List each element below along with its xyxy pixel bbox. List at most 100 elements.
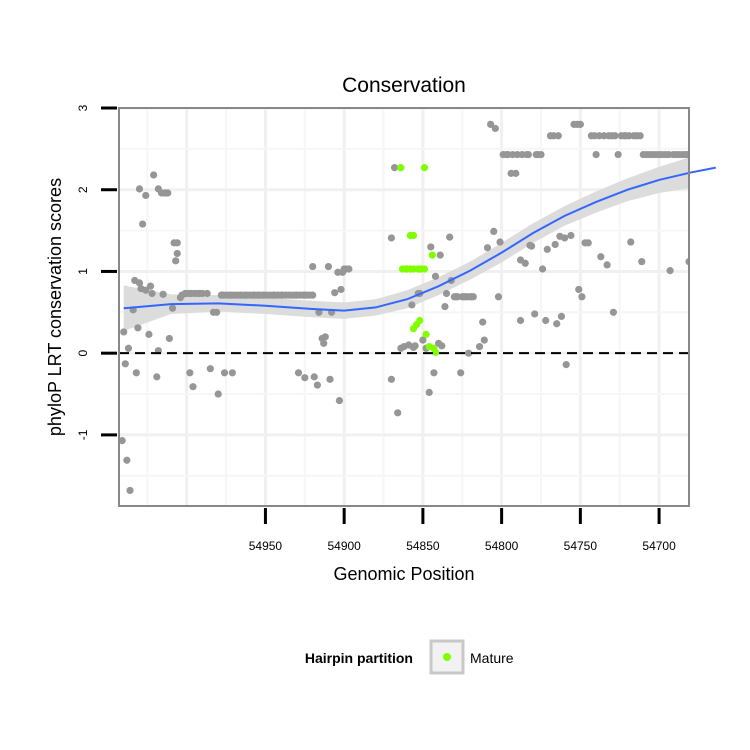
mature-point — [428, 251, 436, 259]
y-tick-label: -1 — [76, 429, 90, 440]
data-point — [134, 324, 142, 332]
data-point — [425, 388, 433, 397]
data-point — [228, 369, 236, 377]
data-point — [150, 171, 158, 179]
data-point — [124, 344, 133, 352]
data-point — [531, 310, 539, 318]
data-point — [387, 234, 396, 242]
data-point — [597, 253, 605, 261]
mature-point — [397, 164, 405, 172]
data-point — [337, 285, 345, 294]
data-point — [132, 369, 140, 377]
panel-border — [118, 107, 690, 507]
data-point — [310, 373, 318, 381]
data-point — [584, 239, 592, 247]
data-point — [309, 291, 317, 299]
y-axis-title: phyloP LRT conservation scores — [45, 178, 65, 436]
data-point — [165, 334, 173, 343]
data-point — [214, 390, 222, 398]
data-point — [638, 258, 646, 266]
data-point — [146, 282, 155, 290]
data-points — [119, 120, 689, 495]
data-point — [186, 369, 194, 377]
data-point — [135, 185, 144, 193]
data-point — [557, 312, 566, 320]
smooth-line — [123, 166, 716, 312]
data-point — [313, 381, 321, 389]
x-tick-label: 54900 — [327, 539, 361, 553]
data-point — [173, 249, 181, 258]
data-point — [320, 339, 328, 347]
data-point — [494, 293, 503, 301]
mature-point — [431, 348, 440, 356]
data-point — [168, 304, 177, 312]
data-point — [411, 342, 419, 350]
data-point — [576, 120, 584, 128]
data-point — [464, 349, 473, 357]
data-point — [427, 243, 435, 251]
data-point — [480, 336, 488, 344]
confidence-band — [123, 157, 689, 332]
data-point — [627, 238, 635, 246]
data-point — [309, 262, 317, 271]
data-point — [203, 289, 211, 298]
y-tick-label: 0 — [76, 350, 90, 357]
data-point — [683, 150, 689, 159]
x-tick-label: 54800 — [485, 539, 519, 553]
data-point — [438, 342, 446, 350]
data-point — [567, 231, 575, 240]
data-point — [469, 293, 477, 301]
data-point — [195, 289, 203, 298]
x-tick-label: 54850 — [406, 539, 440, 553]
data-point — [220, 369, 229, 377]
data-point — [390, 164, 399, 172]
data-point — [490, 227, 498, 236]
data-point — [159, 290, 167, 298]
data-point — [315, 308, 323, 316]
data-point — [172, 257, 180, 265]
data-point — [164, 189, 172, 197]
legend: Hairpin partition Mature — [305, 639, 514, 675]
data-point — [142, 191, 150, 200]
data-point — [524, 150, 532, 159]
data-point — [603, 261, 611, 269]
legend-mature-label: Mature — [470, 650, 514, 666]
data-point — [542, 316, 550, 325]
data-point — [331, 289, 339, 297]
data-point — [543, 245, 551, 253]
data-point — [512, 169, 520, 177]
data-point — [592, 150, 600, 159]
data-point — [394, 409, 402, 417]
data-point — [294, 369, 303, 377]
data-point — [135, 279, 144, 287]
data-point — [516, 316, 525, 325]
data-point — [578, 293, 586, 301]
data-point — [575, 285, 583, 294]
data-point — [431, 272, 440, 280]
data-point — [408, 301, 416, 309]
data-point — [551, 240, 559, 249]
data-point — [446, 233, 454, 241]
data-point — [120, 328, 128, 336]
data-point — [487, 120, 495, 128]
data-point — [436, 251, 444, 259]
data-point — [139, 220, 147, 228]
data-point — [562, 361, 570, 369]
axes: 54950 54900 54850 54800 54750 54700 -1 0 1 2 3 — [76, 104, 676, 553]
data-point — [121, 360, 129, 368]
x-tick-label: 54700 — [642, 539, 676, 553]
data-point — [521, 259, 529, 267]
data-point — [189, 383, 197, 391]
data-point — [213, 308, 221, 316]
data-point — [611, 132, 619, 140]
mature-point — [409, 231, 418, 240]
data-point — [335, 396, 344, 405]
mature-point — [420, 265, 429, 273]
data-point — [491, 124, 499, 133]
data-point — [324, 262, 333, 271]
data-point — [561, 234, 569, 242]
data-point — [479, 318, 487, 326]
data-point — [173, 239, 181, 247]
data-point — [614, 150, 622, 159]
